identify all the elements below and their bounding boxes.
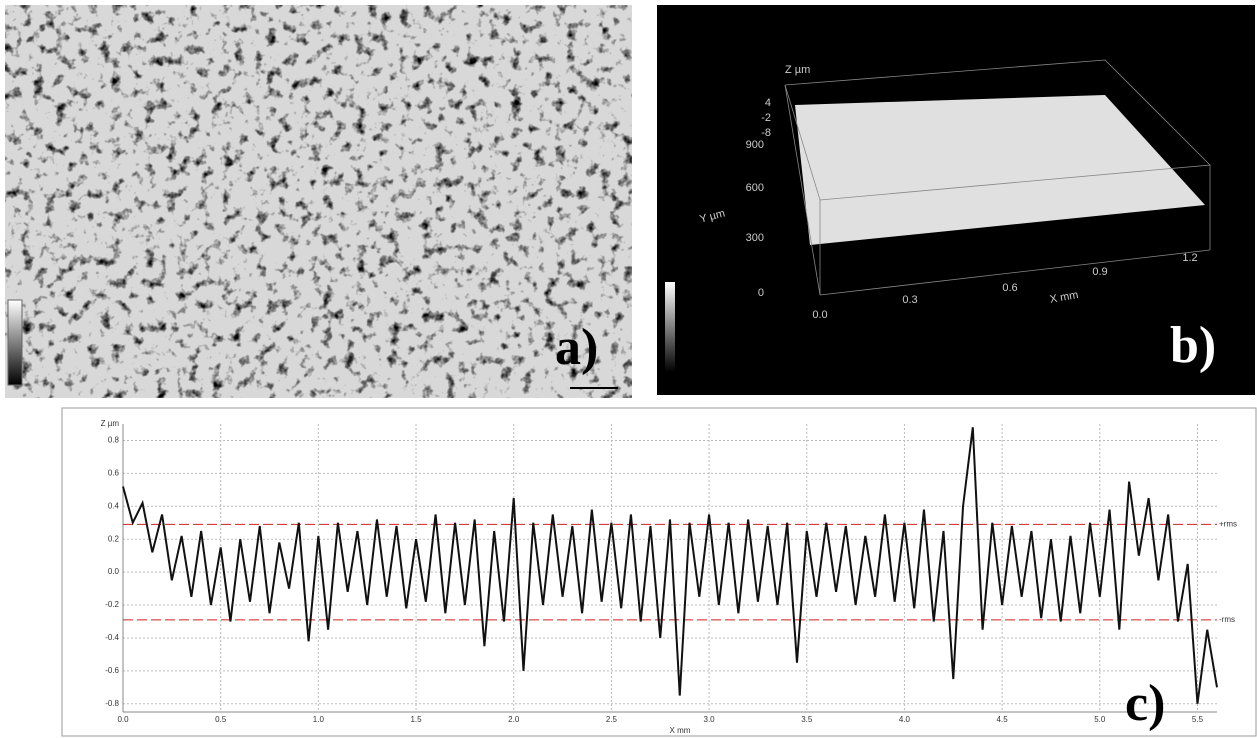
y-tick-label: 300 [746, 232, 764, 244]
z-axis-label: Z µm [785, 64, 810, 76]
x-tick-label: 0.5 [215, 715, 227, 724]
y-tick-label: -0.8 [105, 699, 119, 708]
panel-label: a) [555, 319, 598, 376]
x-tick-label: 5.0 [1094, 715, 1106, 724]
y-tick-label: 0.4 [108, 501, 120, 510]
x-tick-label: 2.5 [606, 715, 618, 724]
surface [795, 95, 1205, 245]
x-tick-label: 3.0 [704, 715, 716, 724]
z-tick-label: -8 [761, 127, 771, 139]
z-tick-label: -2 [761, 112, 771, 124]
x-tick-label: 4.5 [997, 715, 1009, 724]
x-axis-label: X mm [670, 726, 691, 735]
x-tick-label: 0.0 [117, 715, 129, 724]
y-tick-label: 900 [746, 139, 764, 151]
y-tick-label: 0.8 [108, 436, 120, 445]
x-tick-label: 5.5 [1192, 715, 1204, 724]
y-tick-label: 0.6 [108, 468, 120, 477]
rms-label: +rms [1219, 519, 1237, 528]
x-tick-label: 0.0 [812, 309, 827, 321]
y-tick-label: -0.2 [105, 600, 119, 609]
y-tick-label: 0 [758, 287, 764, 299]
y-axis-label: Z µm [101, 419, 120, 428]
x-tick-label: 1.0 [313, 715, 325, 724]
micrograph-texture [5, 5, 632, 398]
x-axis-label: X mm [1049, 289, 1079, 306]
y-tick-label: -0.6 [105, 666, 119, 675]
panel-a: a) [5, 5, 632, 398]
bounding-box [784, 59, 1211, 296]
y-tick-label: -0.4 [105, 633, 119, 642]
colorbar [665, 282, 675, 372]
profile-chart: -0.8 -0.6 -0.4 -0.2 0.0 0.2 0.4 0.6 0.8 0.0 0.5 1.0… [101, 419, 1237, 735]
panel-label: c) [1125, 675, 1165, 732]
x-tick-label: 1.5 [410, 715, 422, 724]
rms-label: -rms [1219, 615, 1235, 624]
y-tick-label: 600 [746, 182, 764, 194]
x-tick-label: 3.5 [801, 715, 813, 724]
x-tick-label: 0.3 [902, 294, 917, 306]
y-tick-label: 0.2 [108, 534, 120, 543]
x-tick-label: 0.6 [1002, 282, 1017, 294]
panel-label: b) [1170, 317, 1216, 374]
x-tick-label: 4.0 [899, 715, 911, 724]
y-tick-label: 0.0 [108, 567, 120, 576]
x-tick-label: 0.9 [1092, 266, 1107, 278]
profile-line [122, 427, 1218, 704]
x-tick-label: 2.0 [508, 715, 520, 724]
x-tick-label: 1.2 [1182, 252, 1197, 264]
z-tick-label: 4 [765, 97, 771, 109]
colorbar [7, 299, 23, 386]
